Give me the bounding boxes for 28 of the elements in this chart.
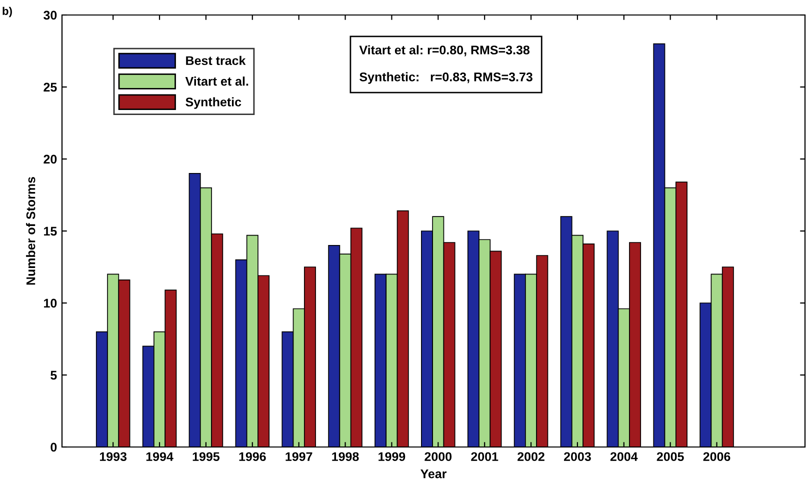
y-tick-label: 20 bbox=[44, 154, 57, 164]
text: Vitart et al: r=0.80, RMS=3.38 Synthetic: r=0.83, RMS=3.73 bbox=[359, 45, 532, 84]
y-tick-label: 25 bbox=[44, 82, 57, 92]
legend-label: Best track bbox=[186, 56, 246, 66]
y-tick-label: 15 bbox=[44, 226, 57, 236]
text: b) bbox=[2, 6, 12, 18]
x-axis-title: Year bbox=[420, 470, 447, 478]
x-tick-label: 2001 bbox=[471, 452, 498, 462]
y-tick-label: 10 bbox=[44, 298, 57, 308]
legend-label: Synthetic bbox=[186, 97, 242, 109]
x-tick-label: 1995 bbox=[192, 452, 220, 462]
y-tick-label: 0 bbox=[50, 442, 57, 452]
x-tick-label: 1997 bbox=[286, 452, 312, 462]
y-axis-title: Number of Storms bbox=[26, 176, 36, 285]
x-tick-label: 1994 bbox=[146, 452, 174, 462]
x-tick-label: 2006 bbox=[703, 452, 730, 462]
y-tick-label: 30 bbox=[44, 10, 57, 20]
legend-label: Vitart et al. bbox=[185, 76, 248, 86]
x-tick-label: 2002 bbox=[518, 452, 544, 462]
x-tick-label: 1999 bbox=[378, 452, 406, 462]
x-tick-label: 2005 bbox=[656, 452, 684, 462]
x-tick-label: 2004 bbox=[610, 452, 638, 462]
x-tick-label: 2003 bbox=[564, 452, 591, 462]
x-tick-label: 1996 bbox=[239, 452, 266, 462]
x-tick-label: 2000 bbox=[424, 452, 452, 462]
x-tick-label: 1993 bbox=[100, 452, 127, 462]
y-tick-label: 5 bbox=[50, 370, 57, 380]
x-tick-label: 1998 bbox=[332, 452, 359, 462]
